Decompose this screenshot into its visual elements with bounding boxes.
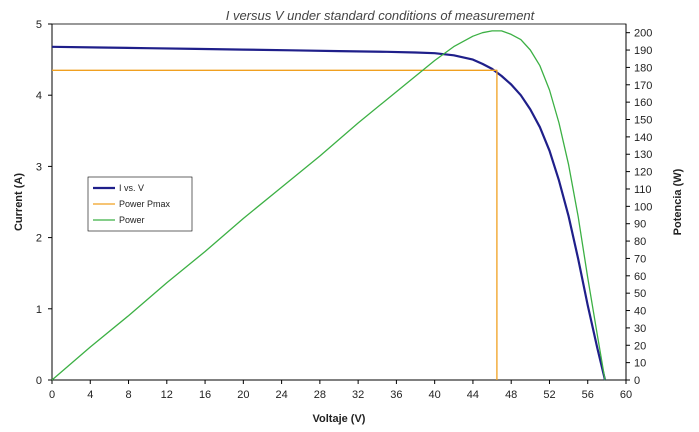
series-line-i-vs-v xyxy=(51,45,607,381)
x-tick-label: 24 xyxy=(275,389,287,401)
y2-tick-label: 140 xyxy=(634,132,652,144)
x-tick-label: 56 xyxy=(582,389,594,401)
y-tick-label: 4 xyxy=(36,90,42,102)
y-tick-label: 5 xyxy=(36,19,42,31)
x-tick-label: 40 xyxy=(429,389,441,401)
y-tick-label: 3 xyxy=(36,161,42,173)
x-tick-label: 28 xyxy=(314,389,326,401)
x-tick-label: 32 xyxy=(352,389,364,401)
chart-title: I versus V under standard conditions of … xyxy=(226,8,536,23)
x-tick-label: 44 xyxy=(467,389,479,401)
series-line-power-pmax xyxy=(52,69,498,380)
y2-tick-label: 150 xyxy=(634,115,652,127)
y2-tick-label: 100 xyxy=(634,201,652,213)
y2-tick-label: 70 xyxy=(634,253,646,265)
y2-tick-label: 180 xyxy=(634,62,652,74)
y2-tick-label: 10 xyxy=(634,358,646,370)
y2-tick-label: 20 xyxy=(634,340,646,352)
x-tick-label: 4 xyxy=(87,389,93,401)
legend-label: I vs. V xyxy=(119,183,144,193)
y2-tick-label: 80 xyxy=(634,236,646,248)
y2-tick-label: 120 xyxy=(634,167,652,179)
y2-tick-label: 30 xyxy=(634,323,646,335)
right-y-axis-ticks: 0 10 20 30 40 50 60 70 80 90 100 110 120 130 140 150 160… xyxy=(626,28,652,387)
y2-tick-label: 0 xyxy=(634,375,640,387)
y2-tick-label: 130 xyxy=(634,149,652,161)
legend-label: Power Pmax xyxy=(119,199,171,209)
x-tick-label: 60 xyxy=(620,389,632,401)
x-tick-label: 52 xyxy=(543,389,555,401)
x-tick-label: 0 xyxy=(49,389,55,401)
y2-tick-label: 190 xyxy=(634,45,652,57)
y2-tick-label: 160 xyxy=(634,97,652,109)
x-tick-label: 36 xyxy=(390,389,402,401)
x-tick-label: 8 xyxy=(125,389,131,401)
y2-tick-label: 50 xyxy=(634,288,646,300)
y2-axis-label: Potencia (W) xyxy=(672,168,684,235)
y-axis-label: Current (A) xyxy=(13,173,25,231)
series-layer xyxy=(51,30,607,381)
series-line-power xyxy=(51,30,606,381)
y2-tick-label: 40 xyxy=(634,306,646,318)
x-axis-ticks: 0 4 8 12 16 20 24 28 32 36 40 44 48 52 56 60 xyxy=(49,380,632,401)
x-tick-label: 12 xyxy=(161,389,173,401)
x-axis-label: Voltaje (V) xyxy=(313,413,366,425)
left-y-axis-ticks: 0 1 2 3 4 5 xyxy=(36,19,52,387)
x-tick-label: 48 xyxy=(505,389,517,401)
legend-label: Power xyxy=(119,215,145,225)
x-tick-label: 16 xyxy=(199,389,211,401)
y2-tick-label: 90 xyxy=(634,219,646,231)
y-tick-label: 2 xyxy=(36,233,42,245)
legend: I vs. V Power Pmax Power xyxy=(87,176,193,232)
y2-tick-label: 200 xyxy=(634,28,652,40)
y-tick-label: 1 xyxy=(36,304,42,316)
x-tick-label: 20 xyxy=(237,389,249,401)
y2-tick-label: 170 xyxy=(634,80,652,92)
y2-tick-label: 110 xyxy=(634,184,652,196)
y-tick-label: 0 xyxy=(36,375,42,387)
y2-tick-label: 60 xyxy=(634,271,646,283)
